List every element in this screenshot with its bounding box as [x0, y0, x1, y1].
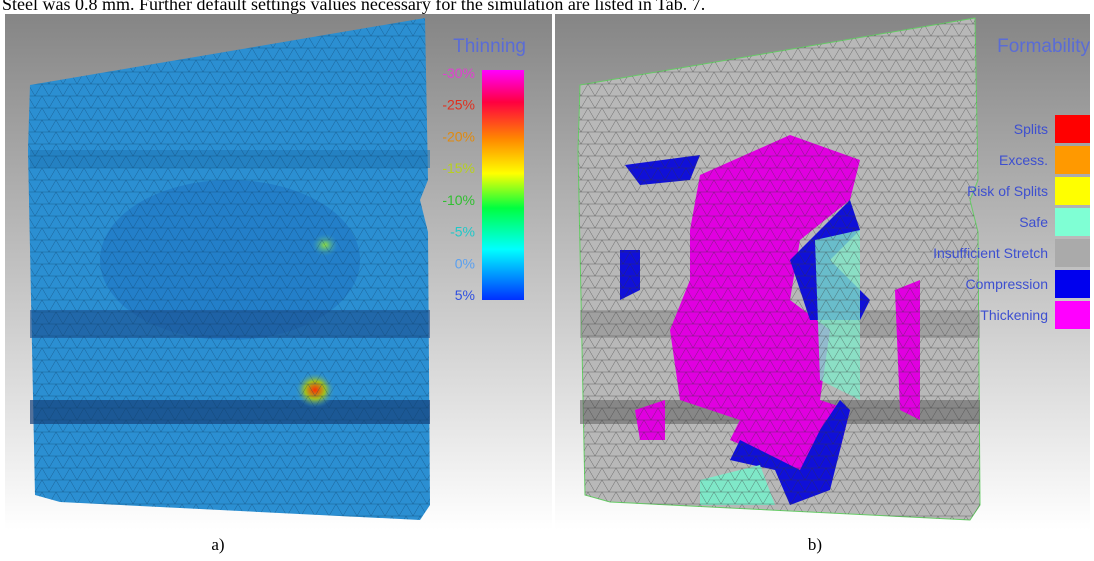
- legend-label: Risk of Splits: [967, 183, 1048, 199]
- legend-label: Safe: [1019, 214, 1048, 230]
- legend-label: -15%: [442, 160, 475, 176]
- color-bar: [482, 70, 524, 300]
- legend-label: 0%: [455, 255, 475, 271]
- legend-swatch: [1055, 177, 1090, 205]
- legend-label: -30%: [442, 65, 475, 81]
- legend-label: -10%: [442, 192, 475, 208]
- legend-label: -25%: [442, 97, 475, 113]
- sheet-b: [578, 18, 980, 520]
- legend-swatch: [1055, 115, 1090, 143]
- caption: b): [808, 535, 822, 554]
- legend-label: Thickening: [980, 307, 1048, 323]
- legend-label: Compression: [966, 276, 1048, 292]
- legend-label: 5%: [455, 287, 475, 303]
- legend-label: Splits: [1014, 121, 1048, 137]
- figure: Steel was 0.8 mm. Further default settin…: [0, 0, 1094, 561]
- legend-label: Insufficient Stretch: [933, 245, 1048, 261]
- legend-title: Thinning: [453, 36, 526, 57]
- legend-title: Formability: [997, 36, 1090, 57]
- sheet-a: [28, 18, 430, 520]
- legend-swatch: [1055, 208, 1090, 236]
- legend-label: -20%: [442, 128, 475, 144]
- legend-label: Excess.: [999, 152, 1048, 168]
- caption: a): [211, 535, 224, 554]
- legend-swatch: [1055, 301, 1090, 329]
- legend-swatch: [1055, 239, 1090, 267]
- legend-label: -5%: [450, 224, 475, 240]
- body-text: Steel was 0.8 mm. Further default settin…: [2, 0, 705, 14]
- legend-swatch: [1055, 270, 1090, 298]
- legend-swatch: [1055, 146, 1090, 174]
